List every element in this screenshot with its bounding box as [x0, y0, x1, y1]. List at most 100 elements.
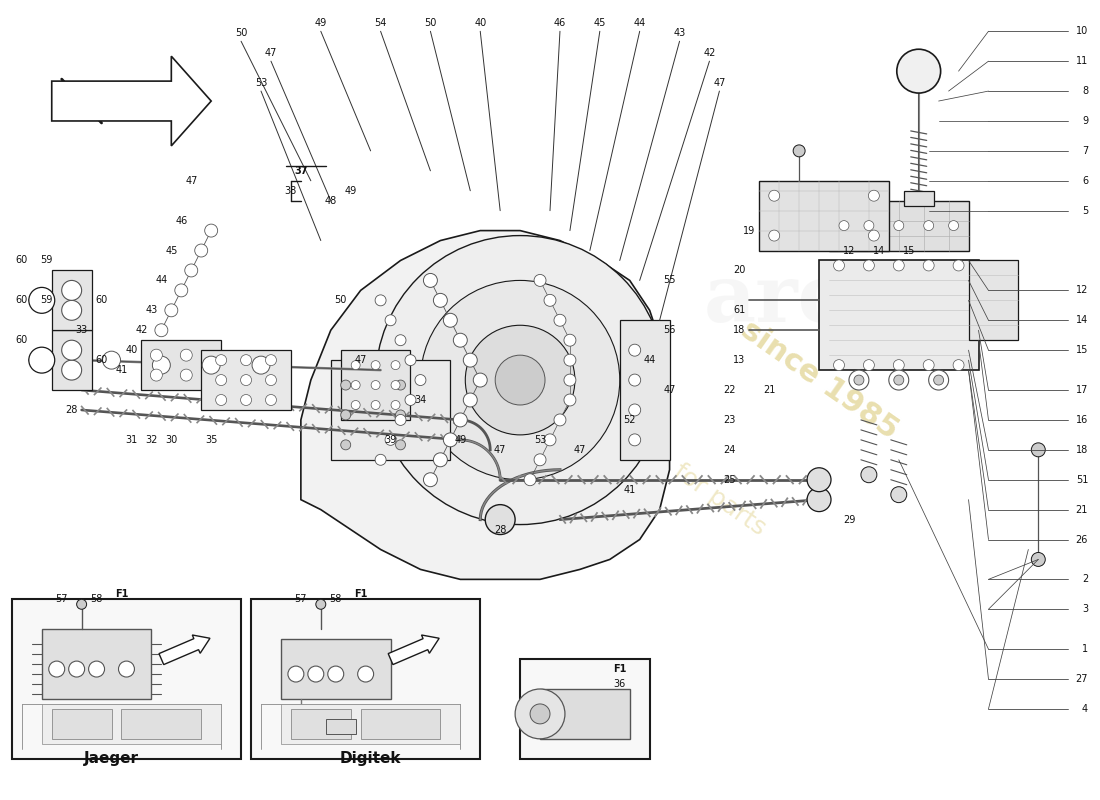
Circle shape: [341, 410, 351, 420]
Circle shape: [395, 334, 406, 346]
Circle shape: [564, 334, 576, 346]
Circle shape: [241, 354, 252, 366]
Text: 18: 18: [1076, 445, 1088, 455]
Circle shape: [463, 353, 477, 367]
Circle shape: [948, 221, 958, 230]
Circle shape: [453, 334, 468, 347]
Circle shape: [396, 380, 406, 390]
Text: 30: 30: [165, 435, 177, 445]
Text: 53: 53: [255, 78, 267, 88]
Circle shape: [405, 354, 416, 366]
Circle shape: [396, 440, 406, 450]
FancyArrow shape: [388, 635, 439, 665]
Circle shape: [371, 381, 381, 390]
Text: 46: 46: [553, 18, 566, 28]
Text: 47: 47: [663, 385, 675, 395]
Text: 3: 3: [1082, 604, 1088, 614]
Circle shape: [864, 360, 874, 370]
Text: 44: 44: [644, 355, 656, 365]
Text: 23: 23: [723, 415, 736, 425]
Circle shape: [62, 281, 81, 300]
Circle shape: [392, 361, 400, 370]
Circle shape: [151, 349, 163, 361]
Circle shape: [629, 344, 640, 356]
Circle shape: [102, 351, 121, 369]
Circle shape: [473, 373, 487, 387]
Circle shape: [216, 374, 227, 386]
Circle shape: [894, 221, 904, 230]
Circle shape: [241, 394, 252, 406]
Circle shape: [175, 284, 188, 297]
Circle shape: [216, 394, 227, 406]
Circle shape: [392, 381, 400, 390]
Circle shape: [180, 369, 192, 381]
Text: F1: F1: [613, 664, 626, 674]
Circle shape: [554, 314, 565, 326]
Text: 9: 9: [1082, 116, 1088, 126]
Text: 14: 14: [872, 246, 886, 255]
Circle shape: [834, 260, 845, 271]
FancyBboxPatch shape: [52, 709, 111, 739]
Circle shape: [375, 454, 386, 466]
Text: 13: 13: [734, 355, 746, 365]
Text: 32: 32: [145, 435, 157, 445]
Text: 20: 20: [734, 266, 746, 275]
Text: 47: 47: [185, 176, 197, 186]
Circle shape: [864, 260, 874, 271]
Circle shape: [265, 394, 276, 406]
Circle shape: [834, 360, 845, 370]
FancyBboxPatch shape: [52, 270, 91, 330]
FancyBboxPatch shape: [121, 709, 201, 739]
Text: 50: 50: [334, 295, 346, 306]
FancyArrow shape: [160, 635, 210, 665]
Circle shape: [48, 661, 65, 677]
Circle shape: [893, 260, 904, 271]
Text: 60: 60: [96, 295, 108, 306]
Circle shape: [861, 466, 877, 482]
Circle shape: [29, 347, 55, 373]
Circle shape: [928, 370, 948, 390]
Text: 57: 57: [295, 594, 307, 604]
Circle shape: [375, 295, 386, 306]
Circle shape: [308, 666, 323, 682]
Circle shape: [392, 401, 400, 410]
Text: ares: ares: [704, 262, 894, 339]
Circle shape: [629, 404, 640, 416]
Circle shape: [396, 410, 406, 420]
Circle shape: [854, 375, 864, 385]
Text: 49: 49: [454, 435, 466, 445]
Text: 49: 49: [344, 186, 356, 196]
Circle shape: [839, 221, 849, 230]
FancyBboxPatch shape: [42, 704, 221, 744]
Circle shape: [202, 356, 220, 374]
Text: 27: 27: [1076, 674, 1088, 684]
Circle shape: [351, 361, 360, 370]
Circle shape: [241, 374, 252, 386]
Text: 60: 60: [15, 255, 28, 266]
FancyBboxPatch shape: [42, 630, 152, 699]
Circle shape: [629, 434, 640, 446]
Text: 40: 40: [474, 18, 486, 28]
Text: 57: 57: [55, 594, 68, 604]
Text: 28: 28: [494, 525, 506, 534]
Text: 43: 43: [145, 306, 157, 315]
Text: 42: 42: [703, 48, 716, 58]
Circle shape: [358, 666, 374, 682]
Text: 40: 40: [125, 345, 138, 355]
Text: 1: 1: [1082, 644, 1088, 654]
FancyBboxPatch shape: [251, 599, 481, 758]
Circle shape: [288, 666, 304, 682]
Circle shape: [195, 244, 208, 257]
FancyBboxPatch shape: [142, 340, 221, 390]
Circle shape: [564, 374, 576, 386]
Circle shape: [864, 221, 873, 230]
Text: 4: 4: [1082, 704, 1088, 714]
Text: 19: 19: [744, 226, 756, 235]
Text: 59: 59: [41, 255, 53, 266]
Text: 18: 18: [734, 326, 746, 335]
Text: 58: 58: [90, 594, 102, 604]
Circle shape: [1032, 553, 1045, 566]
Circle shape: [153, 356, 170, 374]
FancyBboxPatch shape: [12, 599, 241, 758]
Circle shape: [564, 354, 576, 366]
